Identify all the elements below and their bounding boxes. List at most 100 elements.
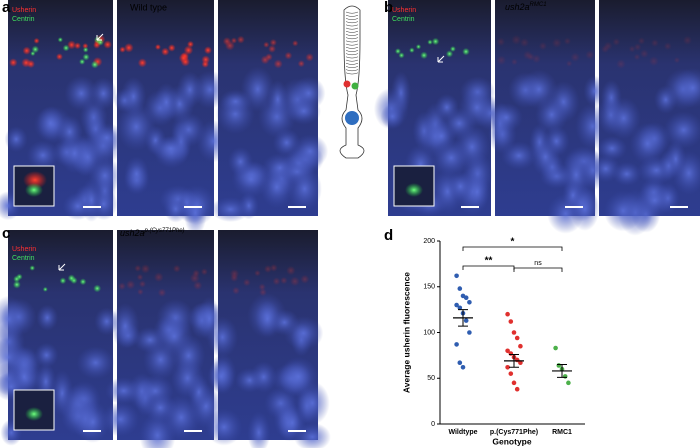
gene: ush2a bbox=[120, 228, 145, 238]
red-dot bbox=[242, 278, 251, 287]
green-dot bbox=[462, 47, 470, 56]
red-dot bbox=[673, 57, 681, 64]
data-point bbox=[460, 364, 466, 370]
data-point bbox=[508, 371, 514, 376]
red-dot bbox=[496, 55, 507, 66]
chart: 0 50 100 150 200 Average usherin fluorescence… bbox=[401, 237, 585, 446]
nucleus bbox=[531, 137, 560, 177]
red-dot bbox=[527, 53, 535, 61]
micrograph bbox=[373, 0, 507, 217]
red-dot bbox=[265, 53, 273, 61]
red-dot bbox=[204, 46, 212, 55]
data-point bbox=[454, 273, 459, 279]
data-point bbox=[566, 380, 571, 386]
nucleus bbox=[629, 122, 666, 165]
data-point bbox=[511, 380, 517, 386]
nucleus bbox=[606, 97, 641, 140]
nucleus bbox=[205, 408, 243, 446]
panel-label: a bbox=[2, 0, 11, 16]
green-dot bbox=[420, 51, 428, 60]
nucleus bbox=[227, 147, 253, 177]
nucleus bbox=[380, 104, 405, 129]
red-dot bbox=[103, 40, 112, 49]
x-axis-label: Genotype bbox=[492, 436, 531, 446]
red-dot bbox=[616, 59, 626, 69]
nucleus bbox=[458, 87, 496, 128]
green-dot bbox=[31, 45, 40, 54]
data-point bbox=[556, 363, 562, 368]
nucleus bbox=[76, 346, 115, 380]
data-point bbox=[518, 360, 523, 365]
red-dot bbox=[263, 265, 272, 273]
data-point bbox=[454, 302, 459, 308]
y-tick-label: 200 bbox=[423, 238, 435, 245]
micrograph bbox=[205, 230, 331, 448]
red-dot bbox=[297, 60, 305, 68]
green-dot bbox=[409, 47, 415, 54]
nucleus bbox=[673, 67, 700, 108]
red-dot bbox=[284, 51, 293, 60]
data-point bbox=[514, 386, 520, 392]
red-dot bbox=[33, 37, 40, 44]
red-dot bbox=[663, 42, 672, 51]
red-dot bbox=[26, 59, 36, 69]
channel-label: Centrin bbox=[12, 255, 35, 262]
micrograph bbox=[0, 230, 120, 446]
red-dot bbox=[136, 273, 144, 281]
red-dot bbox=[649, 56, 659, 67]
nucleus bbox=[663, 111, 700, 149]
red-dot bbox=[305, 53, 314, 62]
y-axis-label: Average usherin fluorescence bbox=[401, 272, 411, 393]
red-dot bbox=[124, 42, 134, 53]
red-dot bbox=[230, 37, 238, 44]
nucleus bbox=[219, 89, 252, 114]
nucleus bbox=[434, 93, 459, 121]
red-dot bbox=[496, 37, 506, 47]
green-dot bbox=[67, 274, 76, 282]
y-tick-label: 0 bbox=[431, 421, 435, 428]
green-dot bbox=[394, 48, 402, 55]
red-dot bbox=[563, 37, 572, 45]
channel-label: Centrin bbox=[12, 16, 35, 23]
significance-bracket bbox=[462, 246, 563, 251]
nucleus bbox=[665, 140, 687, 178]
red-dot bbox=[138, 280, 147, 288]
red-dot bbox=[286, 265, 296, 276]
nucleus bbox=[64, 75, 99, 111]
x-tick-label: RMC1 bbox=[552, 429, 572, 436]
nucleus bbox=[287, 165, 322, 212]
red-dot bbox=[570, 52, 580, 62]
green-dot bbox=[431, 37, 440, 46]
nucleus bbox=[267, 80, 289, 119]
green-dot bbox=[427, 39, 433, 45]
red-dot bbox=[268, 44, 277, 53]
nucleus bbox=[489, 102, 523, 133]
nucleus bbox=[162, 395, 201, 440]
data-point bbox=[518, 343, 523, 349]
error-bar bbox=[458, 309, 468, 327]
green-dot bbox=[42, 286, 48, 292]
red-dot bbox=[292, 40, 299, 47]
red-dot bbox=[74, 42, 81, 50]
red-dot bbox=[119, 46, 126, 53]
red-dot bbox=[269, 264, 278, 272]
red-dot bbox=[137, 288, 144, 296]
inset-green bbox=[25, 407, 43, 421]
channel-label: Usherin bbox=[392, 7, 416, 14]
panel-label: d bbox=[384, 227, 393, 244]
red-dot bbox=[585, 50, 595, 60]
nucleus bbox=[124, 156, 150, 192]
data-point bbox=[508, 351, 514, 356]
data-point bbox=[505, 311, 510, 317]
panel-label: c bbox=[2, 225, 10, 242]
red-dot bbox=[137, 58, 147, 68]
red-dot bbox=[566, 60, 573, 67]
red-dot bbox=[682, 35, 692, 45]
panel-title: ush2aRMC1 bbox=[505, 2, 547, 13]
red-dot bbox=[178, 53, 189, 63]
red-dot bbox=[640, 49, 649, 58]
nucleus bbox=[570, 186, 600, 231]
red-dot bbox=[134, 264, 142, 272]
significance-label: ns bbox=[534, 260, 542, 267]
arrow bbox=[58, 263, 66, 271]
